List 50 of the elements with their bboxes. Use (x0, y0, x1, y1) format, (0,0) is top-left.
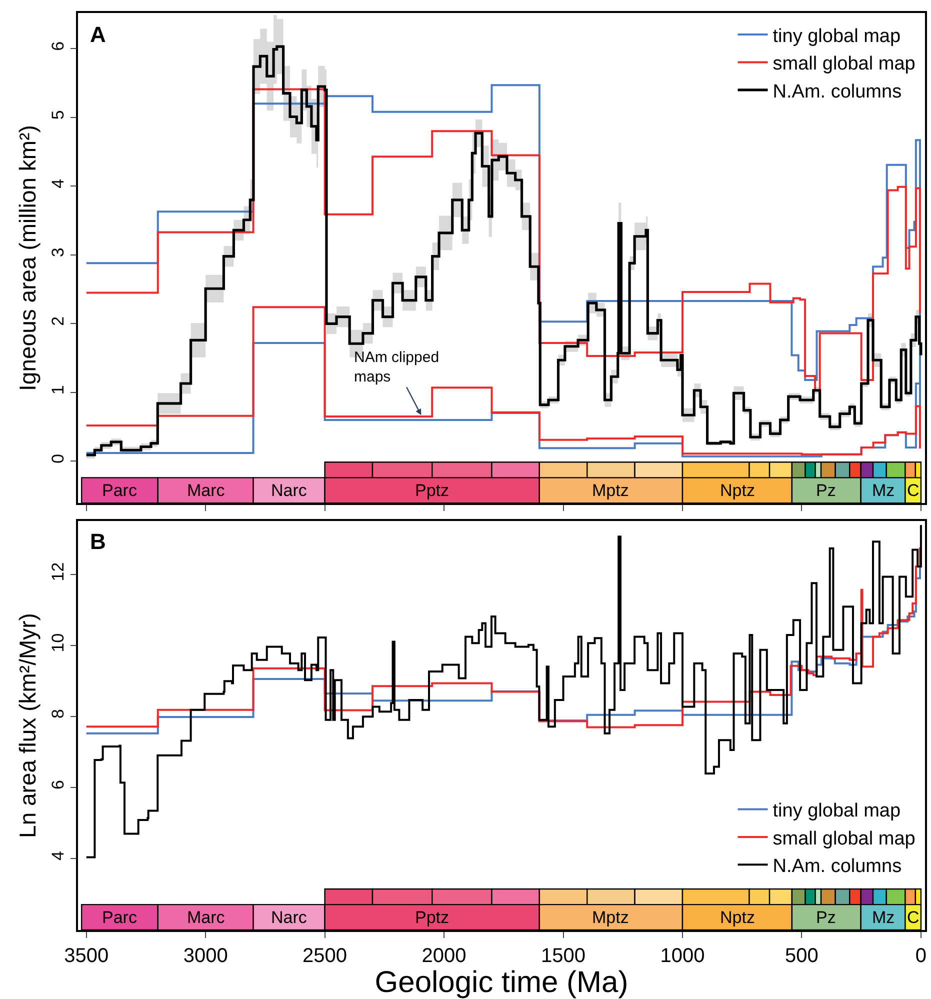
y-tick-label: 0 (48, 454, 68, 464)
band-label: Pz (816, 481, 836, 500)
y-tick-label: 12 (48, 562, 68, 582)
band-label: Marc (187, 908, 226, 927)
band-label: Pptz (415, 481, 450, 500)
y-tick-label: 6 (48, 41, 68, 51)
y-tick-label: 4 (48, 851, 68, 860)
band-label: Nptz (720, 481, 755, 500)
x-tick-label: 3000 (183, 944, 228, 967)
x-tick-label: 3500 (64, 944, 109, 967)
x-tick-label: 2500 (302, 944, 348, 967)
y-axis-title: Ln area flux (km²/Myr) (14, 613, 40, 838)
y-tick-label: 4 (48, 178, 68, 188)
legend-label: tiny global map (772, 26, 901, 47)
x-tick-label: 2000 (422, 944, 466, 967)
band-label: Parc (102, 481, 138, 500)
y-axis-title: Igneous area (million km²) (14, 125, 40, 391)
y-tick-label: 6 (48, 780, 68, 790)
band-label: Pptz (415, 908, 450, 927)
band-label: Pz (816, 908, 836, 927)
band-label: Narc (271, 908, 308, 927)
y-tick-label: 1 (48, 385, 68, 395)
y-tick-label: 10 (48, 633, 68, 652)
band-label: Nptz (720, 908, 755, 927)
y-tick-label: 2 (48, 316, 68, 326)
y-tick-label: 5 (48, 110, 68, 120)
annotation: B (90, 529, 106, 554)
band-label: Mptz (592, 481, 629, 500)
band-label: Mz (872, 908, 895, 927)
x-tick-label: 1500 (541, 944, 586, 967)
legend-label: N.Am. columns (772, 81, 902, 102)
band-label: C (907, 481, 920, 500)
annotation: NAm clipped maps (354, 349, 440, 386)
legend-label: tiny global map (772, 800, 901, 822)
y-tick-label: 3 (48, 248, 68, 258)
band-label: Narc (271, 481, 308, 500)
band-label: Mptz (592, 908, 629, 927)
x-tick-label: 0 (915, 944, 927, 967)
x-tick-label: 1000 (660, 944, 705, 967)
band-label: Mz (872, 481, 895, 500)
legend-label: N.Am. columns (772, 856, 902, 878)
x-tick-label: 500 (785, 944, 818, 967)
x-axis-title: Geologic time (Ma) (374, 966, 628, 999)
y-tick-label: 8 (48, 708, 68, 718)
legend-label: small global map (772, 828, 916, 850)
band-label: Parc (102, 908, 138, 927)
annotation: A (90, 22, 106, 47)
band-label: C (907, 908, 920, 927)
band-label: Marc (187, 481, 226, 500)
legend-label: small global map (772, 54, 916, 75)
